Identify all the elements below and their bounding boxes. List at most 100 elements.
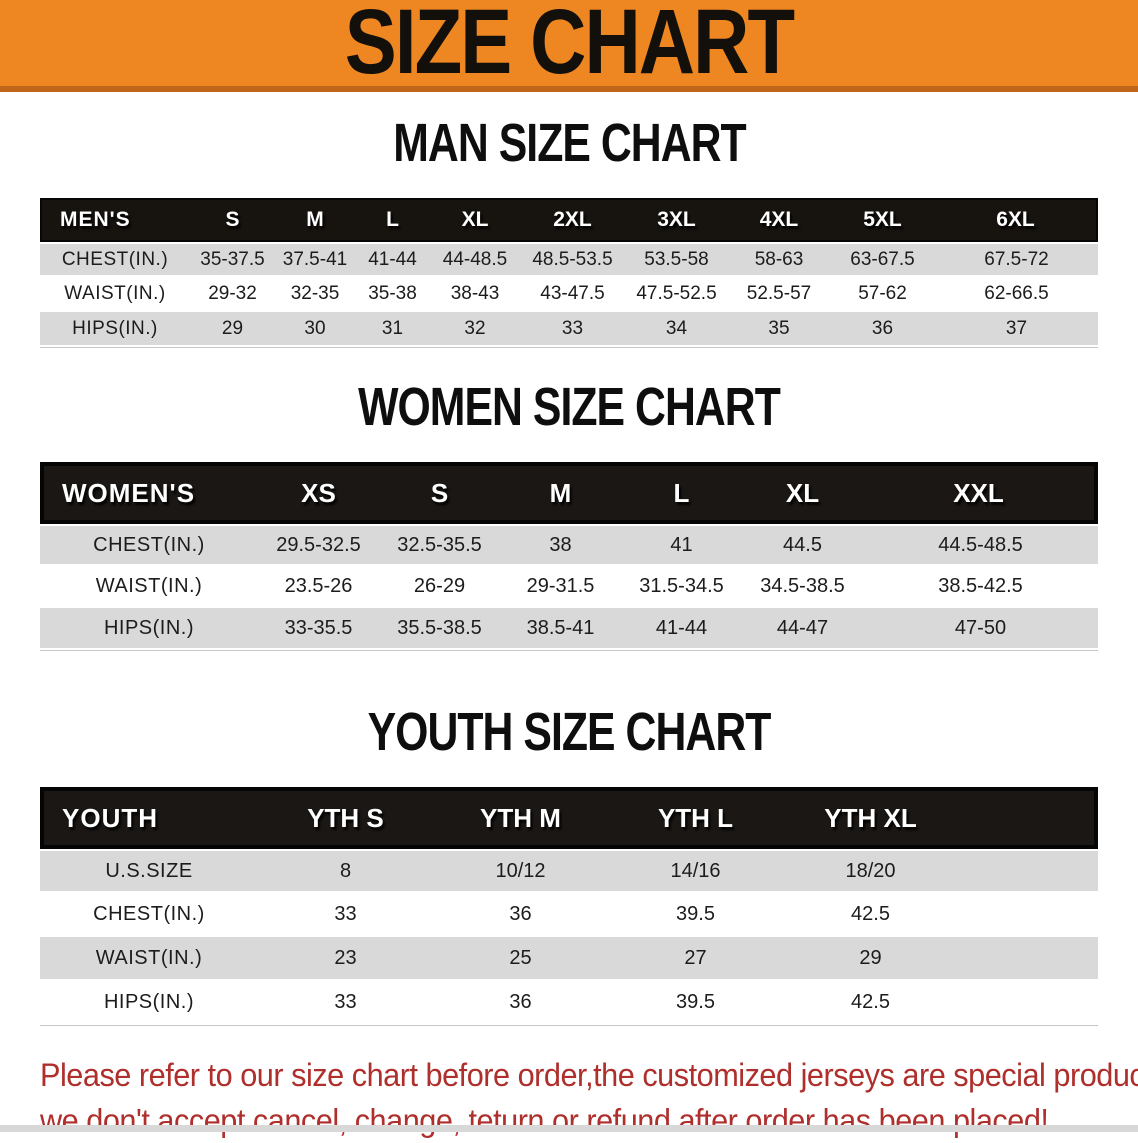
size-column-header: M xyxy=(500,462,621,524)
size-value-cell: 32 xyxy=(430,312,520,347)
measure-row-label: U.S.SIZE xyxy=(40,849,258,893)
size-column-header: S xyxy=(379,462,500,524)
men-group-label: MEN'S xyxy=(40,198,190,242)
size-value-cell: 27 xyxy=(608,937,783,981)
table-row: HIPS(IN.) 33-35.5 35.5-38.5 38.5-41 41-4… xyxy=(40,608,1098,650)
size-value-cell: 14/16 xyxy=(608,849,783,893)
table-row: CHEST(IN.) 33 36 39.5 42.5 xyxy=(40,893,1098,937)
size-value-cell: 33-35.5 xyxy=(258,608,379,650)
size-value-cell: 53.5-58 xyxy=(625,242,728,277)
size-value-cell: 31.5-34.5 xyxy=(621,566,742,608)
table-row: CHEST(IN.) 35-37.5 37.5-41 41-44 44-48.5… xyxy=(40,242,1098,277)
size-value-cell: 29-31.5 xyxy=(500,566,621,608)
measure-row-label: CHEST(IN.) xyxy=(40,242,190,277)
table-row: HIPS(IN.) 29 30 31 32 33 34 35 36 37 xyxy=(40,312,1098,347)
spacer-cell xyxy=(958,981,1098,1025)
size-column-header: XL xyxy=(742,462,863,524)
table-row: WAIST(IN.) 23 25 27 29 xyxy=(40,937,1098,981)
women-heading-text: WOMEN SIZE CHART xyxy=(358,375,781,437)
spacer-cell xyxy=(958,849,1098,893)
spacer-cell xyxy=(958,787,1098,849)
size-value-cell: 8 xyxy=(258,849,433,893)
size-value-cell: 47-50 xyxy=(863,608,1098,650)
size-value-cell: 42.5 xyxy=(783,981,958,1025)
men-size-table: MEN'S S M L XL 2XL 3XL 4XL 5XL 6XL CHEST… xyxy=(40,198,1098,348)
size-column-header: YTH XL xyxy=(783,787,958,849)
size-value-cell: 44-47 xyxy=(742,608,863,650)
size-column-header: 4XL xyxy=(728,198,830,242)
size-column-header: 2XL xyxy=(520,198,625,242)
size-value-cell: 23 xyxy=(258,937,433,981)
size-column-header: S xyxy=(190,198,275,242)
measure-row-label: HIPS(IN.) xyxy=(40,608,258,650)
spacer-cell xyxy=(958,893,1098,937)
youth-section: YOUTH SIZE CHART YOUTH YTH S YTH M YTH L… xyxy=(0,701,1138,1026)
table-row: HIPS(IN.) 33 36 39.5 42.5 xyxy=(40,981,1098,1025)
size-value-cell: 57-62 xyxy=(830,277,935,312)
size-value-cell: 33 xyxy=(520,312,625,347)
disclaimer: Please refer to our size chart before or… xyxy=(40,1052,1138,1143)
disclaimer-line-2: we don't accept cancel, change, teturn o… xyxy=(40,1101,1049,1139)
size-value-cell: 39.5 xyxy=(608,893,783,937)
size-value-cell: 10/12 xyxy=(433,849,608,893)
size-value-cell: 31 xyxy=(355,312,430,347)
size-value-cell: 39.5 xyxy=(608,981,783,1025)
size-value-cell: 43-47.5 xyxy=(520,277,625,312)
men-header-row: MEN'S S M L XL 2XL 3XL 4XL 5XL 6XL xyxy=(40,198,1098,242)
size-value-cell: 33 xyxy=(258,893,433,937)
size-value-cell: 36 xyxy=(433,893,608,937)
size-value-cell: 41-44 xyxy=(621,608,742,650)
spacer-cell xyxy=(958,937,1098,981)
table-row: WAIST(IN.) 29-32 32-35 35-38 38-43 43-47… xyxy=(40,277,1098,312)
size-value-cell: 34.5-38.5 xyxy=(742,566,863,608)
size-column-header: 3XL xyxy=(625,198,728,242)
size-column-header: 5XL xyxy=(830,198,935,242)
size-value-cell: 25 xyxy=(433,937,608,981)
size-value-cell: 62-66.5 xyxy=(935,277,1098,312)
size-value-cell: 35.5-38.5 xyxy=(379,608,500,650)
banner: SIZE CHART xyxy=(0,0,1138,93)
men-heading: MAN SIZE CHART xyxy=(0,112,1138,176)
youth-heading: YOUTH SIZE CHART xyxy=(0,701,1138,765)
size-value-cell: 67.5-72 xyxy=(935,242,1098,277)
size-value-cell: 37 xyxy=(935,312,1098,347)
size-value-cell: 37.5-41 xyxy=(275,242,355,277)
size-value-cell: 36 xyxy=(830,312,935,347)
size-value-cell: 23.5-26 xyxy=(258,566,379,608)
size-value-cell: 41-44 xyxy=(355,242,430,277)
size-value-cell: 38.5-41 xyxy=(500,608,621,650)
size-column-header: YTH L xyxy=(608,787,783,849)
disclaimer-line-1: Please refer to our size chart before or… xyxy=(40,1056,1138,1094)
size-value-cell: 32-35 xyxy=(275,277,355,312)
size-value-cell: 32.5-35.5 xyxy=(379,524,500,566)
size-value-cell: 35-38 xyxy=(355,277,430,312)
size-column-header: L xyxy=(621,462,742,524)
women-header-row: WOMEN'S XS S M L XL XXL xyxy=(40,462,1098,524)
size-value-cell: 35-37.5 xyxy=(190,242,275,277)
women-heading: WOMEN SIZE CHART xyxy=(0,376,1138,440)
size-value-cell: 44.5-48.5 xyxy=(863,524,1098,566)
women-group-label: WOMEN'S xyxy=(40,462,258,524)
measure-row-label: WAIST(IN.) xyxy=(40,277,190,312)
size-value-cell: 63-67.5 xyxy=(830,242,935,277)
measure-row-label: WAIST(IN.) xyxy=(40,566,258,608)
table-row: U.S.SIZE 8 10/12 14/16 18/20 xyxy=(40,849,1098,893)
size-column-header: M xyxy=(275,198,355,242)
page-title: SIZE CHART xyxy=(344,0,795,94)
youth-size-table: YOUTH YTH S YTH M YTH L YTH XL U.S.SIZE … xyxy=(40,787,1098,1026)
size-value-cell: 38-43 xyxy=(430,277,520,312)
size-value-cell: 29 xyxy=(190,312,275,347)
size-value-cell: 18/20 xyxy=(783,849,958,893)
size-value-cell: 52.5-57 xyxy=(728,277,830,312)
measure-row-label: HIPS(IN.) xyxy=(40,981,258,1025)
size-column-header: L xyxy=(355,198,430,242)
size-value-cell: 38 xyxy=(500,524,621,566)
size-value-cell: 34 xyxy=(625,312,728,347)
men-heading-text: MAN SIZE CHART xyxy=(392,111,746,173)
size-value-cell: 35 xyxy=(728,312,830,347)
size-column-header: YTH M xyxy=(433,787,608,849)
size-value-cell: 29.5-32.5 xyxy=(258,524,379,566)
women-section: WOMEN SIZE CHART WOMEN'S XS S M L XL XXL xyxy=(0,376,1138,651)
size-column-header: YTH S xyxy=(258,787,433,849)
